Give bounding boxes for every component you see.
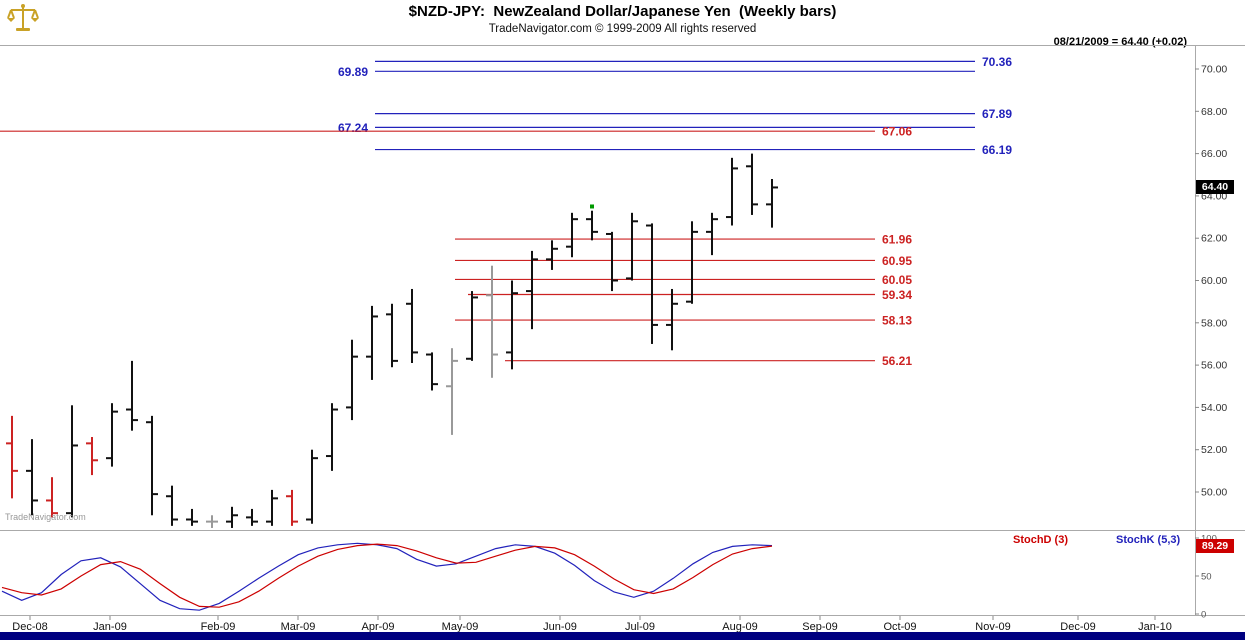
stochastic-panel: 100 50 0 bbox=[1, 534, 1217, 621]
price-levels: 70.36 69.89 67.89 67.24 67.06 66.19 61.96 60.95… bbox=[0, 55, 1012, 368]
ohlc-bar bbox=[46, 477, 58, 518]
ohlc-bar bbox=[706, 212, 718, 256]
level-label: 69.89 bbox=[338, 65, 368, 79]
date-tick-label: Jan-10 bbox=[1138, 621, 1172, 633]
ohlc-bar bbox=[386, 303, 398, 368]
stoch-tick-label: 50 bbox=[1201, 572, 1212, 583]
chart-watermark: TradeNavigator.com bbox=[5, 512, 86, 522]
stoch-tick-label: 100 bbox=[1201, 534, 1217, 545]
ohlc-bar bbox=[606, 231, 618, 292]
date-tick-label: Jun-09 bbox=[543, 621, 577, 633]
ohlc-bar bbox=[666, 288, 678, 351]
ohlc-bar bbox=[346, 339, 358, 421]
ohlc-bar bbox=[486, 265, 498, 378]
ohlc-bar bbox=[306, 449, 318, 524]
level-label: 66.19 bbox=[982, 143, 1012, 157]
price-tick-label: 56.00 bbox=[1201, 360, 1227, 372]
ohlc-bar bbox=[586, 210, 598, 241]
ohlc-bar bbox=[186, 508, 198, 526]
tradenavigator-logo-scales-icon bbox=[6, 2, 40, 41]
date-tick-label: Aug-09 bbox=[722, 621, 757, 633]
price-tick-label: 58.00 bbox=[1201, 317, 1227, 329]
date-tick-label: Sep-09 bbox=[802, 621, 837, 633]
date-tick-label: May-09 bbox=[442, 621, 479, 633]
ohlc-bar bbox=[326, 403, 338, 471]
bottom-window-strip bbox=[0, 632, 1245, 640]
price-tick-label: 52.00 bbox=[1201, 444, 1227, 456]
date-tick-label: Dec-09 bbox=[1060, 621, 1095, 633]
page-title: $NZD-JPY: NewZealand Dollar/Japanese Yen… bbox=[408, 3, 837, 20]
ohlc-bar bbox=[26, 439, 38, 516]
ohlc-bar bbox=[226, 506, 238, 528]
level-label: 59.34 bbox=[882, 288, 912, 302]
date-axis: Dec-08 Jan-09 Feb-09 Mar-09 Apr-09 May-09 Jun-… bbox=[12, 616, 1172, 633]
ohlc-bar bbox=[526, 250, 538, 330]
ohlc-bar bbox=[466, 291, 478, 361]
date-tick-label: Apr-09 bbox=[361, 621, 394, 633]
stoch-tick-label: 0 bbox=[1201, 610, 1206, 621]
stochk-legend-label: StochK (5,3) bbox=[1116, 534, 1181, 546]
date-tick-label: Feb-09 bbox=[201, 621, 236, 633]
level-label: 56.21 bbox=[882, 354, 912, 368]
ohlc-bar bbox=[766, 178, 778, 228]
ohlc-bar bbox=[566, 212, 578, 258]
ohlc-bar bbox=[66, 405, 78, 518]
last-price-axis-badge: 64.40 bbox=[1196, 180, 1234, 195]
price-tick-label: 66.00 bbox=[1201, 148, 1227, 160]
stochd-legend-label: StochD (3) bbox=[1013, 534, 1068, 546]
ohlc-bar bbox=[86, 437, 98, 476]
date-tick-label: Mar-09 bbox=[281, 621, 316, 633]
price-tick-label: 50.00 bbox=[1201, 487, 1227, 499]
ohlc-bar bbox=[206, 515, 218, 528]
ohlc-bar bbox=[686, 221, 698, 304]
level-label: 67.89 bbox=[982, 107, 1012, 121]
ohlc-bar bbox=[266, 489, 278, 526]
level-label: 58.13 bbox=[882, 314, 912, 328]
ohlc-bar bbox=[406, 288, 418, 363]
copyright-subtitle: TradeNavigator.com © 1999-2009 All right… bbox=[488, 23, 757, 35]
ohlc-bar bbox=[286, 489, 298, 526]
stochk-line bbox=[1, 542, 773, 611]
ohlc-bar bbox=[106, 403, 118, 467]
ohlc-bar bbox=[646, 223, 658, 344]
level-label: 61.96 bbox=[882, 233, 912, 247]
ohlc-bars bbox=[6, 153, 778, 528]
price-tick-label: 62.00 bbox=[1201, 233, 1227, 245]
level-label: 60.05 bbox=[882, 273, 912, 287]
ohlc-bar bbox=[506, 280, 518, 370]
level-label: 67.06 bbox=[882, 125, 912, 139]
stochd-line bbox=[1, 543, 773, 608]
ohlc-bar bbox=[546, 240, 558, 270]
ohlc-bar bbox=[626, 212, 638, 281]
ohlc-bar bbox=[166, 485, 178, 526]
date-tick-label: Nov-09 bbox=[975, 621, 1010, 633]
price-tick-label: 68.00 bbox=[1201, 106, 1227, 118]
panel-borders bbox=[0, 45, 1245, 616]
ohlc-bar bbox=[126, 360, 138, 431]
ohlc-bar bbox=[366, 305, 378, 380]
level-label: 67.24 bbox=[338, 121, 368, 135]
level-label: 60.95 bbox=[882, 254, 912, 268]
date-tick-label: Dec-08 bbox=[12, 621, 47, 633]
date-tick-label: Oct-09 bbox=[883, 621, 916, 633]
ohlc-bar bbox=[246, 508, 258, 526]
ohlc-bar bbox=[426, 352, 438, 391]
price-tick-label: 60.00 bbox=[1201, 275, 1227, 287]
price-tick-label: 54.00 bbox=[1201, 402, 1227, 414]
stochastic-value-axis-badge: 89.29 bbox=[1196, 539, 1234, 554]
ohlc-bar bbox=[746, 153, 758, 215]
price-axis: 70.0068.0066.0064.0062.0060.0058.0056.00… bbox=[1195, 64, 1227, 499]
ohlc-bar bbox=[446, 348, 458, 435]
date-tick-label: Jul-09 bbox=[625, 621, 655, 633]
ohlc-bar bbox=[6, 415, 18, 499]
signal-marker-dot bbox=[590, 204, 594, 209]
date-tick-label: Jan-09 bbox=[93, 621, 127, 633]
level-label: 70.36 bbox=[982, 55, 1012, 69]
ohlc-bar bbox=[146, 415, 158, 516]
price-tick-label: 70.00 bbox=[1201, 64, 1227, 76]
ohlc-bar bbox=[726, 157, 738, 226]
